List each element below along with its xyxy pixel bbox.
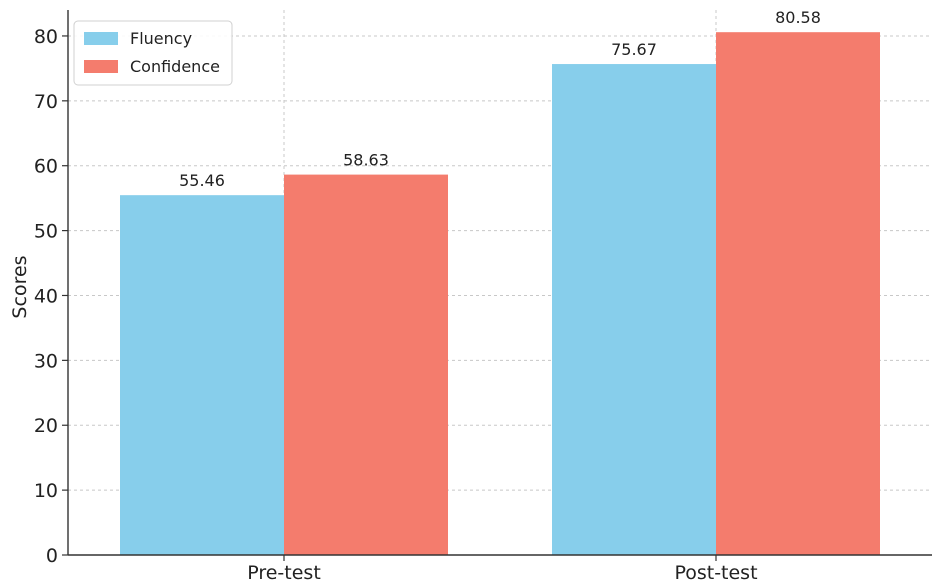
legend-swatch-confidence <box>84 60 118 73</box>
bar-value-label: 75.67 <box>611 40 657 59</box>
y-tick-label: 70 <box>34 91 58 113</box>
y-tick-label: 30 <box>34 350 58 372</box>
x-ticks: Pre-test Post-test <box>247 555 758 580</box>
y-tick-label: 10 <box>34 480 58 502</box>
y-tick-label: 50 <box>34 221 58 243</box>
legend: Fluency Confidence <box>73 20 233 86</box>
y-axis-title: Scores <box>9 255 31 318</box>
bar-value-label: 55.46 <box>179 171 225 190</box>
bar-value-label: 58.63 <box>343 151 389 170</box>
legend-label-confidence: Confidence <box>130 57 220 76</box>
bar-confidence-post-test <box>716 32 880 556</box>
bar-fluency-pre-test <box>120 195 284 556</box>
y-ticks: 0 10 20 30 40 50 60 70 80 <box>34 26 68 567</box>
y-tick-label: 40 <box>34 285 58 307</box>
y-tick-label: 60 <box>34 156 58 178</box>
x-tick-label: Post-test <box>674 562 757 580</box>
bar-fluency-post-test <box>552 64 716 555</box>
legend-swatch-fluency <box>84 32 118 45</box>
value-labels: 55.46 58.63 75.67 80.58 <box>179 8 821 190</box>
y-tick-label: 20 <box>34 415 58 437</box>
bar-value-label: 80.58 <box>775 8 821 27</box>
legend-label-fluency: Fluency <box>130 29 192 48</box>
bar-confidence-pre-test <box>284 174 448 556</box>
y-tick-label: 80 <box>34 26 58 48</box>
bars <box>120 32 880 556</box>
x-tick-label: Pre-test <box>247 562 321 580</box>
y-tick-label: 0 <box>46 545 58 567</box>
